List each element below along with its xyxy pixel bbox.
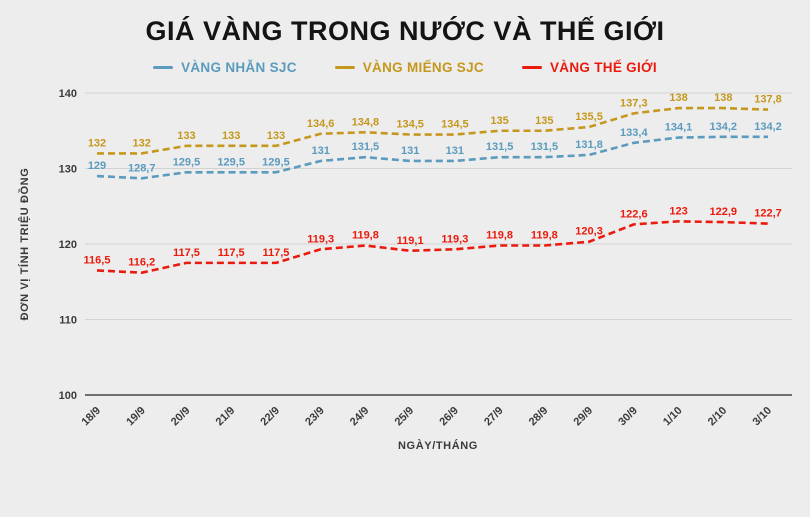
legend-item[interactable]: VÀNG MIẾNG SJC — [334, 59, 484, 75]
data-label: 122,6 — [620, 208, 648, 220]
data-label: 116,2 — [128, 257, 155, 269]
legend-item[interactable]: VÀNG THẾ GIỚI — [521, 59, 657, 75]
legend-dash-icon — [521, 65, 542, 69]
data-label: 117,5 — [262, 247, 289, 259]
y-tick-label: 110 — [59, 315, 77, 327]
x-tick-label: 20/9 — [169, 405, 193, 429]
data-label: 138 — [669, 92, 687, 104]
data-label: 133 — [267, 130, 285, 142]
data-label: 133 — [222, 130, 240, 142]
x-tick-label: 1/10 — [661, 405, 685, 429]
data-label: 116,5 — [84, 254, 111, 266]
x-tick-label: 21/9 — [214, 405, 238, 429]
data-label: 131 — [401, 145, 419, 157]
x-tick-label: 19/9 — [124, 405, 148, 429]
y-tick-label: 100 — [59, 390, 77, 402]
x-tick-label: 2/10 — [706, 405, 730, 429]
data-label: 128,7 — [128, 162, 156, 174]
x-tick-label: 26/9 — [437, 405, 461, 429]
data-label: 119,8 — [531, 230, 558, 242]
data-label: 132 — [88, 137, 106, 149]
data-label: 119,8 — [352, 230, 379, 242]
x-tick-label: 3/10 — [750, 405, 774, 429]
legend-dash-icon — [334, 65, 355, 69]
legend-item[interactable]: VÀNG NHẪN SJC — [153, 60, 297, 75]
x-tick-label: 18/9 — [79, 405, 103, 429]
data-label: 129 — [88, 160, 106, 172]
x-tick-label: 23/9 — [303, 405, 327, 429]
y-tick-label: 120 — [59, 239, 77, 251]
data-label: 131,5 — [486, 141, 514, 153]
data-label: 132 — [133, 137, 151, 149]
series-line — [96, 220, 769, 274]
data-label: 134,5 — [441, 119, 469, 131]
legend-label: VÀNG THẾ GIỚI — [549, 59, 657, 75]
data-label: 123 — [669, 205, 687, 217]
y-axis-ticks: 100 110 120 130 140 — [59, 88, 77, 402]
data-label: 117,5 — [173, 247, 200, 259]
data-label: 119,3 — [307, 233, 334, 245]
data-label: 129,5 — [173, 156, 201, 168]
data-label: 138 — [714, 92, 732, 104]
series-group: 129 128,7 129,5 129,5 129,5 131 131,5 131 131 131… — [84, 92, 782, 274]
y-tick-label: 130 — [59, 164, 77, 176]
data-label: 131,5 — [352, 141, 380, 153]
data-label: 134,2 — [754, 121, 782, 133]
series-line — [97, 106, 769, 155]
data-label: 122,7 — [754, 208, 782, 220]
data-label: 134,1 — [665, 122, 693, 134]
legend: VÀNG NHẪN SJC VÀNG MIẾNG SJC VÀNG THẾ GIỚI — [0, 55, 810, 79]
x-tick-label: 25/9 — [393, 405, 417, 429]
data-label: 137,8 — [754, 94, 782, 106]
x-axis-ticks: 18/9 19/9 20/9 21/9 22/9 23/9 24/9 25/9 26/9 27/9… — [79, 405, 774, 429]
data-label: 135,5 — [575, 111, 603, 123]
chart-title: GIÁ VÀNG TRONG NƯỚC VÀ THẾ GIỚI — [145, 16, 665, 46]
data-label: 135 — [535, 115, 553, 127]
data-label: 119,8 — [486, 230, 513, 242]
x-axis-title: NGÀY/THÁNG — [398, 439, 478, 452]
gridlines — [85, 92, 792, 396]
x-tick-label: 27/9 — [482, 405, 506, 429]
data-label: 131 — [311, 145, 329, 157]
chart-svg: 100 110 120 130 140 18/9 19/9 20/9 21/9 22/9 23/9… — [18, 88, 792, 452]
y-axis-title: ĐƠN VỊ TÍNH TRIỆU ĐỒNG — [18, 168, 31, 321]
data-label: 119,3 — [441, 233, 468, 245]
legend-label: VÀNG NHẪN SJC — [181, 59, 297, 75]
data-label: 131 — [446, 145, 464, 157]
x-tick-label: 30/9 — [616, 405, 640, 429]
series-line — [96, 135, 768, 180]
legend-dash-icon — [153, 65, 174, 69]
data-label: 137,3 — [620, 97, 648, 109]
legend-label: VÀNG MIẾNG SJC — [362, 59, 484, 75]
data-label: 134,2 — [710, 121, 738, 133]
data-label: 120,3 — [575, 226, 603, 238]
x-tick-label: 22/9 — [258, 405, 282, 429]
data-label: 134,8 — [352, 116, 380, 128]
data-label: 122,9 — [710, 206, 738, 218]
x-tick-label: 28/9 — [527, 405, 551, 429]
data-label: 131,8 — [575, 139, 603, 151]
data-label: 119,1 — [397, 235, 424, 247]
data-label: 133 — [177, 130, 195, 142]
x-tick-label: 29/9 — [572, 405, 596, 429]
data-label: 134,6 — [307, 118, 335, 130]
data-label: 129,5 — [262, 156, 290, 168]
data-label: 134,5 — [396, 119, 424, 131]
data-label: 131,5 — [531, 141, 559, 153]
data-label: 133,4 — [620, 127, 648, 139]
x-tick-label: 24/9 — [348, 405, 372, 429]
data-label: 117,5 — [218, 247, 245, 259]
data-label: 129,5 — [217, 156, 245, 168]
chart-page: GIÁ VÀNG TRONG NƯỚC VÀ THẾ GIỚI VÀNG NHẪ… — [0, 16, 810, 517]
y-tick-label: 140 — [59, 88, 77, 100]
data-label: 135 — [490, 115, 508, 127]
